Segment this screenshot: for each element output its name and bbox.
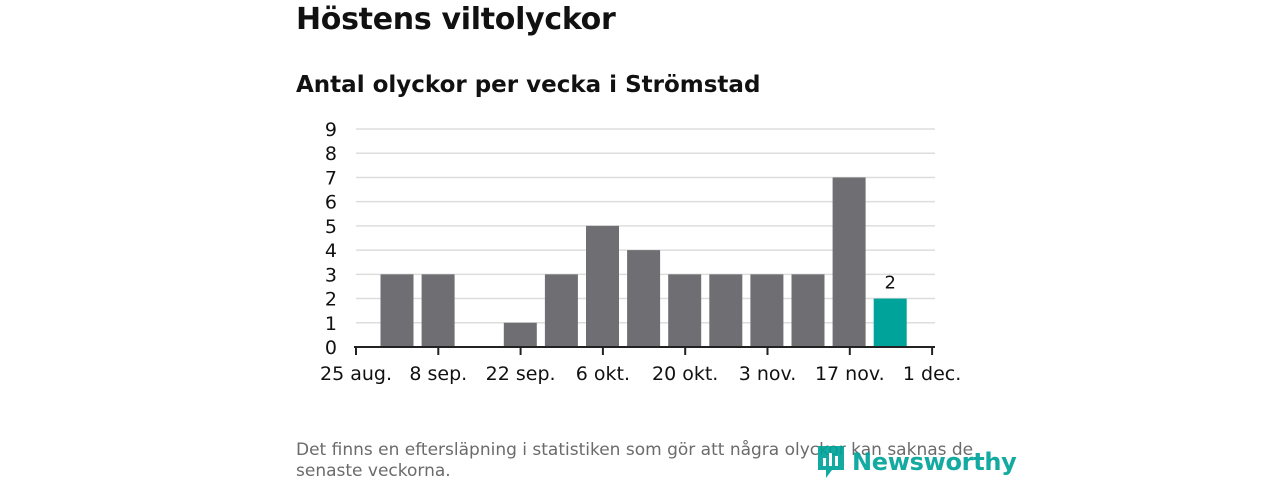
bar: [627, 250, 661, 347]
y-tick-label: 7: [325, 167, 337, 189]
data-label: 2: [884, 273, 895, 294]
bar: [873, 298, 907, 347]
bar: [750, 274, 784, 347]
y-tick-label: 1: [325, 313, 337, 335]
x-tick-label: 6 okt.: [576, 363, 630, 385]
y-tick-label: 3: [325, 264, 337, 286]
y-tick-label: 5: [325, 216, 337, 238]
x-tick-label: 8 sep.: [409, 363, 467, 385]
y-tick-label: 4: [325, 240, 337, 262]
y-tick-label: 9: [325, 119, 337, 141]
y-tick-label: 6: [325, 192, 337, 214]
x-tick-label: 20 okt.: [652, 363, 718, 385]
x-tick-label: 3 nov.: [739, 363, 797, 385]
x-tick-label: 25 aug.: [320, 363, 392, 385]
y-tick-label: 8: [325, 143, 337, 165]
chart-subtitle: Antal olyckor per vecka i Strömstad: [296, 72, 761, 98]
x-tick-label: 17 nov.: [815, 363, 885, 385]
bar: [832, 177, 866, 347]
newsworthy-logo-icon: [818, 446, 844, 478]
chart-title: Höstens viltolyckor: [296, 2, 616, 37]
bar: [503, 322, 537, 347]
bar: [791, 274, 825, 347]
bar: [586, 225, 619, 347]
bar: [544, 274, 578, 347]
bar: [709, 274, 743, 347]
bar: [668, 274, 702, 347]
bar: [380, 274, 414, 347]
newsworthy-logo-text: Newsworthy: [852, 448, 1017, 476]
bar: [421, 274, 455, 347]
y-tick-label: 0: [325, 337, 337, 359]
x-tick-label: 1 dec.: [903, 363, 961, 385]
y-tick-label: 2: [325, 289, 337, 311]
newsworthy-logo: Newsworthy: [816, 444, 1017, 480]
footnote: Det finns en eftersläpning i statistiken…: [296, 440, 974, 481]
x-tick-label: 22 sep.: [486, 363, 556, 385]
